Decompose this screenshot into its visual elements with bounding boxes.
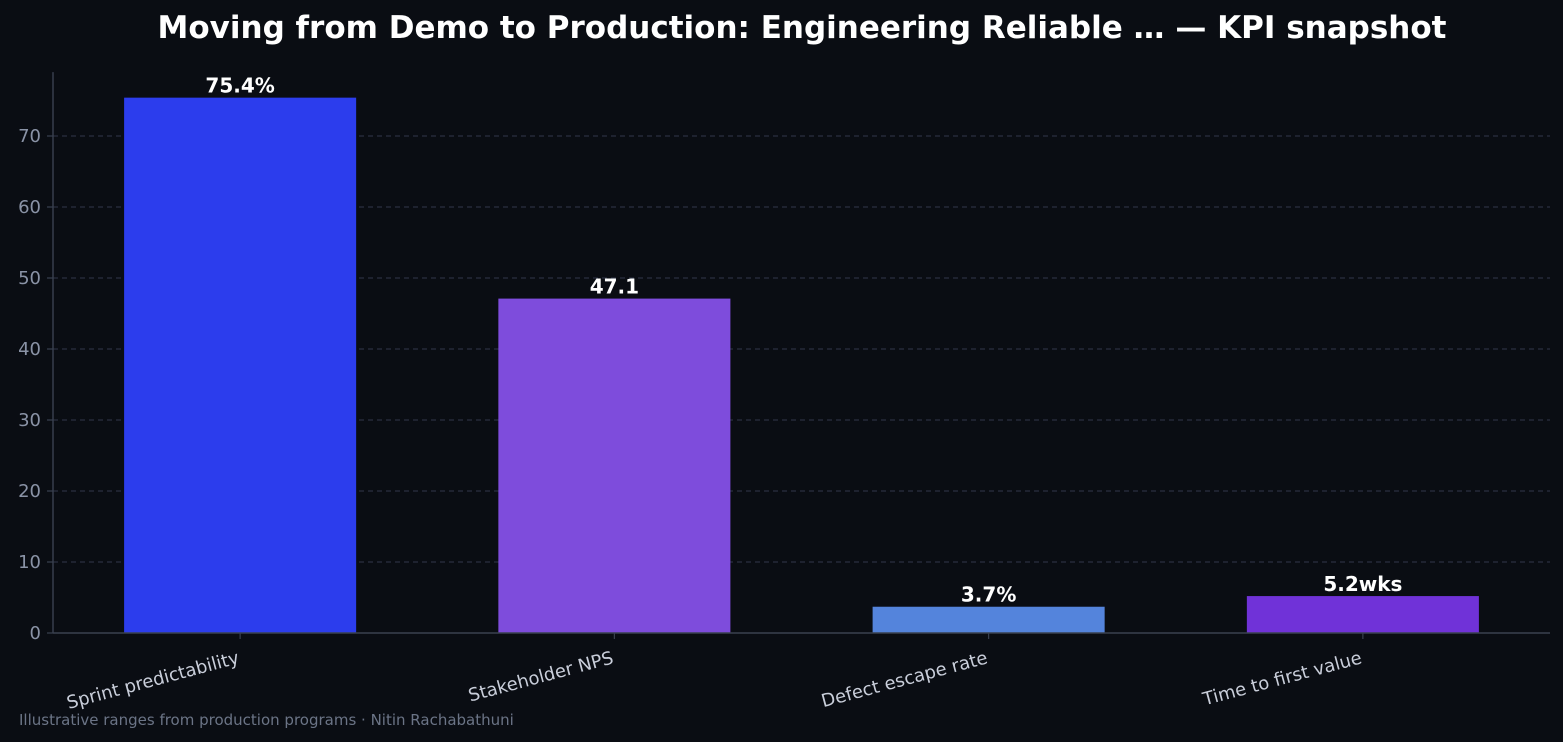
y-tick-label: 60 [18, 197, 41, 218]
data-label: 47.1 [590, 275, 639, 299]
bars [124, 97, 1479, 633]
y-tick-label: 70 [18, 126, 41, 147]
data-label: 75.4% [205, 74, 274, 98]
y-tick-label: 40 [18, 339, 41, 360]
x-tick-label: Time to first value [1200, 648, 1364, 711]
y-tick-label: 50 [18, 268, 41, 289]
footnote: Illustrative ranges from production prog… [19, 711, 514, 729]
x-tick-label: Defect escape rate [819, 648, 990, 713]
bar [1246, 596, 1479, 633]
data-label: 5.2wks [1323, 572, 1402, 596]
y-tick-label: 30 [18, 410, 41, 431]
chart-title: Moving from Demo to Production: Engineer… [158, 10, 1447, 46]
x-tick-label: Stakeholder NPS [466, 648, 616, 707]
grid-lines [53, 135, 1550, 563]
y-tick-label: 10 [18, 552, 41, 573]
y-tick-label: 20 [18, 481, 41, 502]
bar [124, 97, 357, 633]
bar [498, 298, 731, 633]
bar [872, 606, 1105, 633]
data-labels: 75.4% 47.1 3.7% 5.2wks [205, 74, 1402, 607]
data-label: 3.7% [961, 583, 1016, 607]
x-tick-label: Sprint predictability [65, 647, 242, 713]
y-tick-label: 0 [30, 623, 41, 644]
